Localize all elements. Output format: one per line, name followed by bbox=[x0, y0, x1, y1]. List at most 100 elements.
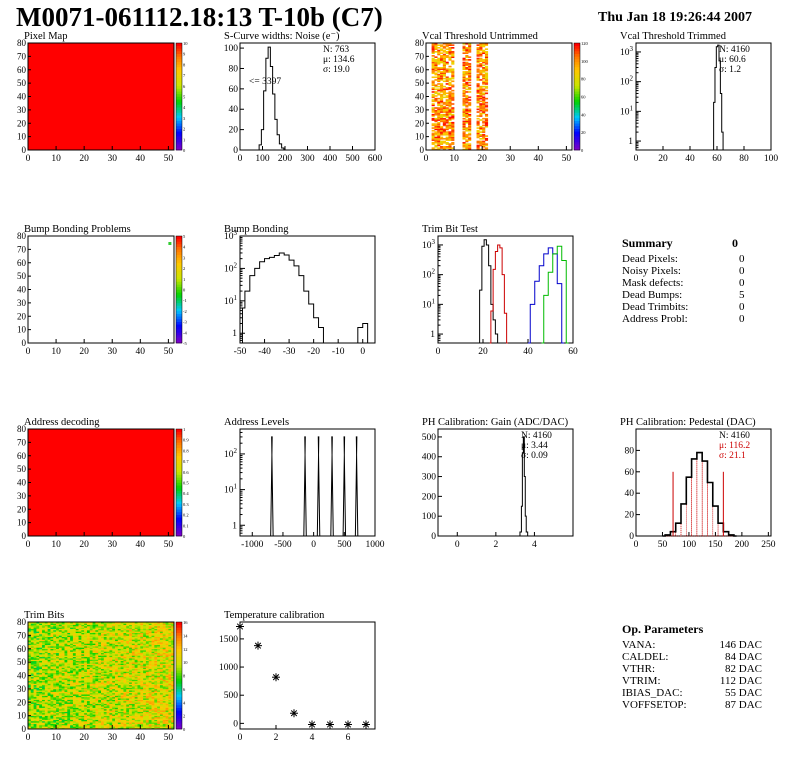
heatmap-cell bbox=[465, 79, 469, 81]
heatmap-cell bbox=[61, 654, 65, 656]
heatmap-cell bbox=[437, 76, 441, 79]
y-tick-label: 20 bbox=[17, 118, 27, 128]
heatmap-cell bbox=[61, 676, 65, 679]
heatmap-cell bbox=[84, 630, 88, 632]
heatmap-cell bbox=[451, 44, 455, 46]
heatmap-cell bbox=[67, 711, 71, 714]
heatmap-cell bbox=[86, 660, 91, 663]
heatmap-cell bbox=[117, 622, 121, 624]
x-tick-label: 100 bbox=[682, 540, 697, 550]
heatmap-cell bbox=[67, 720, 71, 723]
heatmap-cell bbox=[64, 648, 68, 651]
heatmap-cell bbox=[47, 724, 51, 727]
heatmap-cell bbox=[53, 638, 57, 640]
heatmap-cell bbox=[84, 723, 88, 726]
heatmap-cell bbox=[47, 630, 51, 632]
heatmap-cell bbox=[106, 700, 110, 703]
heatmap-cell bbox=[39, 708, 43, 711]
heatmap-cell bbox=[120, 719, 124, 722]
heatmap-cell bbox=[120, 699, 124, 702]
heatmap-cell bbox=[67, 675, 71, 678]
heatmap-cell bbox=[484, 121, 489, 124]
heatmap-cell bbox=[53, 639, 57, 642]
heatmap-cell bbox=[86, 622, 91, 624]
heatmap-cell bbox=[56, 664, 60, 667]
heatmap-cell bbox=[30, 634, 34, 636]
heatmap-cell bbox=[143, 703, 147, 706]
heatmap-cell bbox=[120, 707, 124, 710]
heatmap-cell bbox=[140, 650, 144, 652]
heatmap-cell bbox=[103, 686, 107, 688]
heatmap-cell bbox=[468, 91, 472, 93]
heatmap-cell bbox=[115, 671, 119, 674]
heatmap-cell bbox=[101, 630, 105, 632]
heatmap-cell bbox=[84, 644, 88, 647]
color-scale-segment bbox=[176, 93, 182, 97]
heatmap-cell bbox=[47, 710, 51, 712]
heatmap-cell bbox=[42, 630, 46, 632]
heatmap-cell bbox=[42, 686, 46, 688]
y-tick-label: 70 bbox=[17, 437, 27, 447]
heatmap-cell bbox=[56, 647, 60, 650]
heatmap-cell bbox=[440, 117, 444, 120]
heatmap-cell bbox=[120, 723, 124, 726]
heatmap-cell bbox=[112, 700, 116, 703]
heatmap-cell bbox=[431, 107, 435, 109]
heatmap-cell bbox=[120, 698, 124, 700]
heatmap-cell bbox=[64, 668, 68, 671]
heatmap-cell bbox=[120, 644, 124, 647]
heatmap-cell bbox=[95, 630, 99, 632]
heatmap-cell bbox=[115, 643, 119, 646]
heatmap-cell bbox=[47, 655, 51, 658]
heatmap-cell bbox=[64, 684, 68, 687]
heatmap-cell bbox=[434, 128, 438, 131]
heatmap-cell bbox=[50, 655, 54, 658]
heatmap-cell bbox=[442, 96, 446, 99]
heatmap-cell bbox=[109, 664, 113, 667]
heatmap-cell bbox=[129, 727, 133, 730]
heatmap-cell bbox=[120, 716, 124, 719]
heatmap-cell bbox=[78, 699, 82, 702]
heatmap-cell bbox=[95, 627, 99, 629]
heatmap-cell bbox=[106, 694, 110, 696]
heatmap-cell bbox=[89, 636, 93, 639]
heatmap-cell bbox=[117, 682, 121, 684]
heatmap-cell bbox=[143, 662, 147, 664]
heatmap-cell bbox=[448, 69, 452, 72]
heatmap-cell bbox=[129, 684, 133, 687]
heatmap-cell bbox=[145, 632, 150, 635]
heatmap-cell bbox=[129, 696, 133, 699]
heatmap-cell bbox=[47, 727, 51, 730]
heatmap-cell bbox=[50, 631, 54, 633]
heatmap-cell bbox=[145, 674, 150, 676]
color-scale-label: 0.7 bbox=[183, 459, 189, 464]
heatmap-cell bbox=[67, 682, 71, 684]
heatmap-cell bbox=[479, 55, 483, 57]
heatmap-cell bbox=[117, 712, 121, 715]
heatmap-cell bbox=[134, 702, 138, 704]
heatmap-cell bbox=[47, 700, 51, 703]
heatmap-cell bbox=[106, 692, 110, 695]
heatmap-cell bbox=[42, 724, 46, 727]
heatmap-cell bbox=[103, 680, 107, 683]
heatmap-cell bbox=[95, 686, 99, 688]
heatmap-cell bbox=[120, 667, 124, 670]
heatmap-cell bbox=[86, 668, 91, 671]
color-scale-segment bbox=[176, 337, 182, 341]
heatmap-cell bbox=[36, 695, 40, 698]
heatmap-cell bbox=[112, 631, 116, 633]
heatmap-cell bbox=[476, 115, 480, 117]
color-scale-frame bbox=[175, 235, 183, 344]
x-tick-label: 4 bbox=[532, 540, 537, 550]
heatmap-cell bbox=[101, 710, 105, 712]
heatmap-cell bbox=[67, 624, 71, 627]
color-scale-segment bbox=[176, 495, 182, 499]
heatmap-cell bbox=[58, 686, 62, 688]
heatmap-cell bbox=[53, 704, 57, 707]
heatmap-cell bbox=[36, 702, 40, 704]
heatmap-cell bbox=[129, 707, 133, 710]
heatmap-cell bbox=[75, 639, 79, 642]
y-tick-label: 0 bbox=[629, 532, 634, 542]
heatmap-cell bbox=[137, 672, 141, 675]
heatmap-cell bbox=[145, 711, 150, 714]
